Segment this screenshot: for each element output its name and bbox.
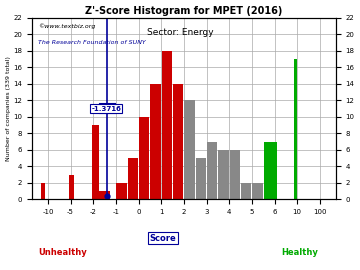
Bar	[162, 51, 172, 199]
Bar	[218, 150, 229, 199]
Title: Z'-Score Histogram for MPET (2016): Z'-Score Histogram for MPET (2016)	[85, 6, 283, 16]
Bar	[41, 183, 45, 199]
Bar	[241, 183, 251, 199]
Bar	[68, 174, 74, 199]
Text: The Research Foundation of SUNY: The Research Foundation of SUNY	[38, 39, 146, 45]
Bar	[294, 59, 297, 199]
Text: Sector: Energy: Sector: Energy	[147, 28, 213, 37]
Text: ©www.textbiz.org: ©www.textbiz.org	[38, 23, 95, 29]
Bar	[196, 158, 206, 199]
Bar	[128, 158, 138, 199]
Text: -1.3716: -1.3716	[91, 106, 121, 112]
Bar	[116, 183, 127, 199]
Y-axis label: Number of companies (339 total): Number of companies (339 total)	[5, 56, 10, 161]
Bar	[92, 125, 99, 199]
Text: Healthy: Healthy	[281, 248, 318, 257]
Bar	[230, 150, 240, 199]
Bar	[150, 84, 161, 199]
Bar	[99, 191, 110, 199]
Bar	[139, 117, 149, 199]
Bar	[173, 84, 184, 199]
Text: Unhealthy: Unhealthy	[38, 248, 87, 257]
Bar	[264, 141, 277, 199]
Bar	[252, 183, 263, 199]
Text: Score: Score	[149, 234, 176, 243]
Bar	[207, 141, 217, 199]
Bar	[184, 100, 195, 199]
